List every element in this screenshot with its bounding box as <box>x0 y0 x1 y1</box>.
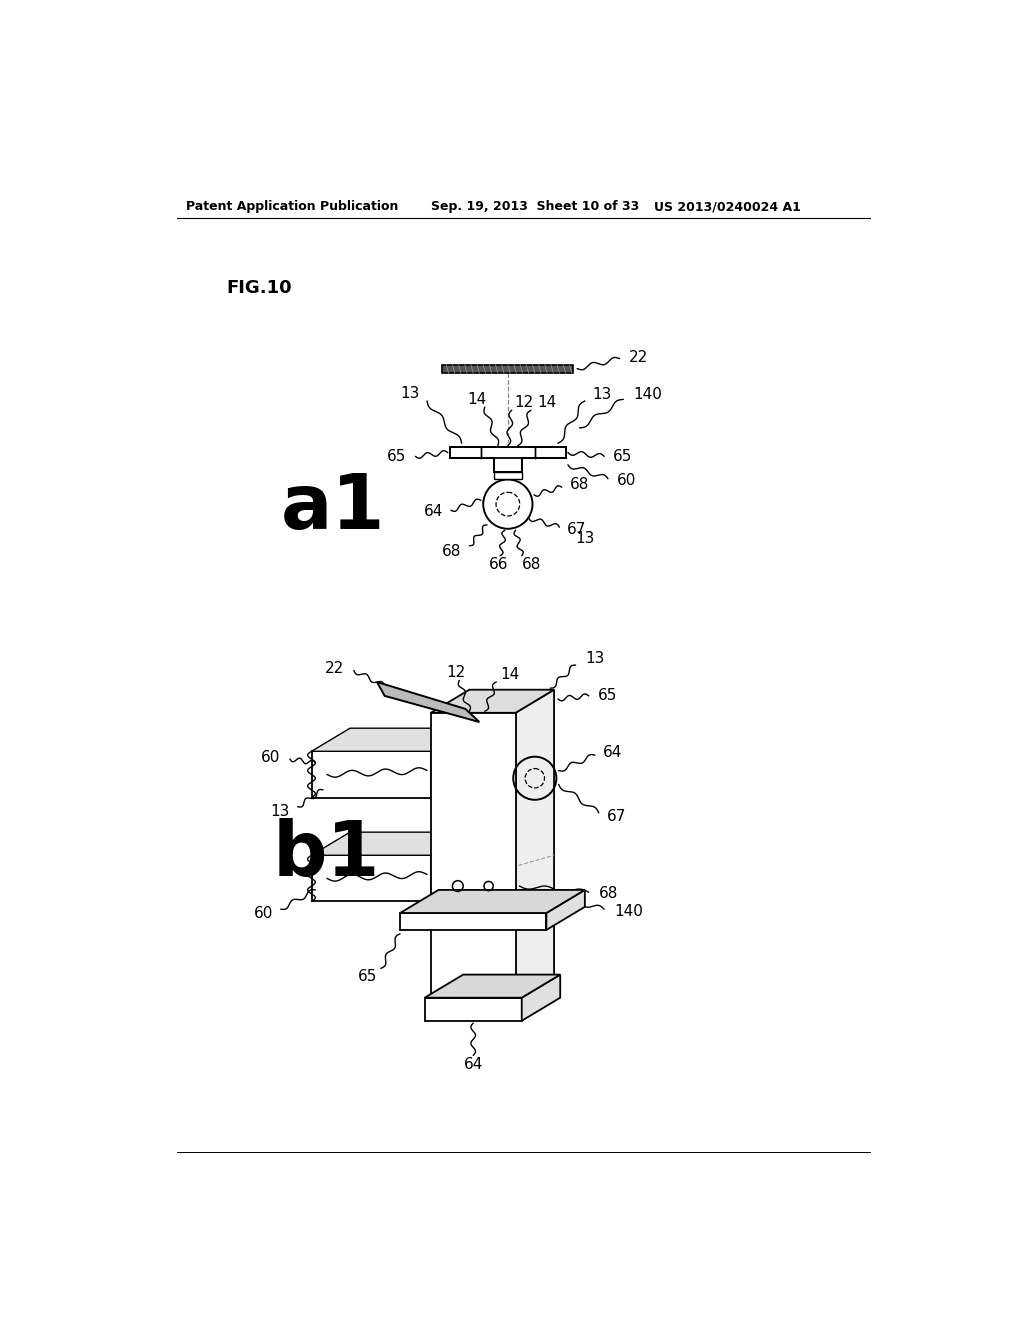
Bar <box>425 998 521 1020</box>
Text: 66: 66 <box>488 557 508 573</box>
Polygon shape <box>400 890 585 913</box>
Polygon shape <box>515 689 554 998</box>
Text: 60: 60 <box>254 907 273 921</box>
Bar <box>311 855 431 902</box>
Text: 60: 60 <box>261 750 281 766</box>
Text: 14: 14 <box>538 395 556 411</box>
Bar <box>431 713 515 998</box>
Polygon shape <box>311 729 469 751</box>
Bar <box>451 447 565 458</box>
Text: 140: 140 <box>614 904 643 919</box>
Text: 13: 13 <box>400 385 419 401</box>
Text: 68: 68 <box>442 544 462 560</box>
Text: 64: 64 <box>424 504 443 519</box>
Polygon shape <box>431 689 554 713</box>
Text: US 2013/0240024 A1: US 2013/0240024 A1 <box>654 201 801 214</box>
Text: 65: 65 <box>613 449 633 463</box>
Text: 13: 13 <box>574 531 594 545</box>
Polygon shape <box>547 890 585 929</box>
Text: 65: 65 <box>357 969 377 983</box>
Polygon shape <box>521 974 560 1020</box>
Text: 60: 60 <box>617 473 637 488</box>
Text: FIG.10: FIG.10 <box>226 279 293 297</box>
Text: Patent Application Publication: Patent Application Publication <box>186 201 398 214</box>
Text: 65: 65 <box>387 449 407 463</box>
Text: 14: 14 <box>467 392 486 407</box>
Text: 68: 68 <box>569 478 589 492</box>
Bar <box>494 471 521 479</box>
Text: 140: 140 <box>634 387 663 403</box>
Text: Sep. 19, 2013  Sheet 10 of 33: Sep. 19, 2013 Sheet 10 of 33 <box>431 201 639 214</box>
Text: 13: 13 <box>585 651 604 667</box>
Polygon shape <box>377 682 479 722</box>
Text: 68: 68 <box>599 886 618 902</box>
Text: 64: 64 <box>602 746 622 760</box>
Text: 13: 13 <box>593 387 612 403</box>
Text: 67: 67 <box>606 809 626 824</box>
Text: 12: 12 <box>446 665 466 680</box>
Text: 12: 12 <box>514 395 534 411</box>
Polygon shape <box>451 447 565 471</box>
Text: a1: a1 <box>281 471 385 545</box>
Text: 14: 14 <box>500 667 519 682</box>
Text: 64: 64 <box>464 1057 483 1072</box>
Bar <box>311 751 431 797</box>
Text: 22: 22 <box>326 660 345 676</box>
Text: 67: 67 <box>567 521 587 537</box>
Bar <box>442 364 573 374</box>
Bar <box>400 913 547 929</box>
Polygon shape <box>425 974 560 998</box>
Text: b1: b1 <box>273 818 381 892</box>
Text: 22: 22 <box>629 350 648 364</box>
Text: 68: 68 <box>521 557 541 573</box>
Text: 13: 13 <box>270 804 290 818</box>
Text: 65: 65 <box>598 688 617 704</box>
Polygon shape <box>311 832 469 855</box>
